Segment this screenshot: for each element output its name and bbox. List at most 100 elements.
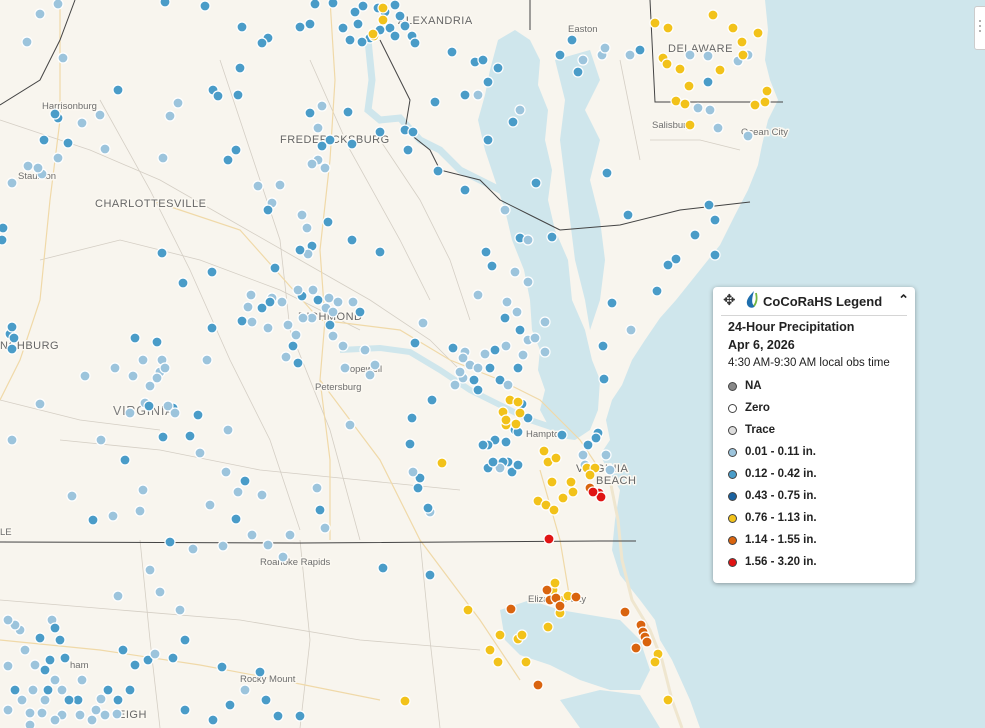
- station-marker[interactable]: [172, 97, 184, 109]
- station-marker[interactable]: [232, 89, 244, 101]
- station-marker[interactable]: [367, 28, 379, 40]
- station-marker[interactable]: [124, 407, 136, 419]
- station-marker[interactable]: [32, 162, 44, 174]
- station-marker[interactable]: [292, 357, 304, 369]
- station-marker[interactable]: [29, 659, 41, 671]
- station-marker[interactable]: [38, 134, 50, 146]
- station-marker[interactable]: [332, 296, 344, 308]
- station-marker[interactable]: [712, 122, 724, 134]
- station-marker[interactable]: [429, 96, 441, 108]
- station-marker[interactable]: [486, 260, 498, 272]
- station-marker[interactable]: [567, 486, 579, 498]
- station-marker[interactable]: [737, 49, 749, 61]
- station-marker[interactable]: [462, 604, 474, 616]
- station-marker[interactable]: [577, 54, 589, 66]
- station-marker[interactable]: [704, 104, 716, 116]
- station-marker[interactable]: [377, 14, 389, 26]
- station-marker[interactable]: [692, 102, 704, 114]
- station-marker[interactable]: [177, 277, 189, 289]
- station-marker[interactable]: [294, 21, 306, 33]
- station-marker[interactable]: [499, 204, 511, 216]
- station-marker[interactable]: [6, 434, 18, 446]
- station-marker[interactable]: [532, 679, 544, 691]
- station-marker[interactable]: [79, 370, 91, 382]
- station-marker[interactable]: [625, 324, 637, 336]
- station-marker[interactable]: [369, 359, 381, 371]
- station-marker[interactable]: [306, 158, 318, 170]
- station-marker[interactable]: [556, 429, 568, 441]
- station-marker[interactable]: [404, 438, 416, 450]
- station-marker[interactable]: [622, 209, 634, 221]
- station-marker[interactable]: [134, 505, 146, 517]
- station-marker[interactable]: [541, 584, 553, 596]
- station-marker[interactable]: [402, 144, 414, 156]
- station-marker[interactable]: [543, 533, 555, 545]
- station-marker[interactable]: [0, 234, 8, 246]
- station-marker[interactable]: [280, 351, 292, 363]
- station-marker[interactable]: [447, 342, 459, 354]
- station-marker[interactable]: [162, 400, 174, 412]
- station-marker[interactable]: [127, 370, 139, 382]
- station-marker[interactable]: [217, 540, 229, 552]
- station-marker[interactable]: [619, 606, 631, 618]
- station-marker[interactable]: [546, 231, 558, 243]
- station-marker[interactable]: [584, 469, 596, 481]
- station-marker[interactable]: [304, 18, 316, 30]
- station-marker[interactable]: [661, 58, 673, 70]
- station-marker[interactable]: [736, 36, 748, 48]
- station-marker[interactable]: [107, 510, 119, 522]
- station-marker[interactable]: [389, 30, 401, 42]
- station-marker[interactable]: [759, 96, 771, 108]
- station-marker[interactable]: [151, 372, 163, 384]
- station-marker[interactable]: [709, 249, 721, 261]
- station-marker[interactable]: [624, 49, 636, 61]
- station-marker[interactable]: [399, 695, 411, 707]
- station-marker[interactable]: [34, 8, 46, 20]
- station-marker[interactable]: [349, 6, 361, 18]
- station-marker[interactable]: [651, 285, 663, 297]
- station-marker[interactable]: [322, 216, 334, 228]
- station-marker[interactable]: [239, 684, 251, 696]
- station-marker[interactable]: [262, 204, 274, 216]
- station-marker[interactable]: [157, 431, 169, 443]
- station-marker[interactable]: [649, 17, 661, 29]
- station-marker[interactable]: [684, 119, 696, 131]
- station-marker[interactable]: [294, 244, 306, 256]
- station-marker[interactable]: [256, 302, 268, 314]
- station-marker[interactable]: [512, 459, 524, 471]
- station-marker[interactable]: [254, 666, 266, 678]
- station-marker[interactable]: [566, 34, 578, 46]
- station-marker[interactable]: [239, 475, 251, 487]
- station-marker[interactable]: [99, 143, 111, 155]
- station-marker[interactable]: [500, 340, 512, 352]
- station-marker[interactable]: [6, 177, 18, 189]
- station-marker[interactable]: [76, 117, 88, 129]
- station-marker[interactable]: [489, 344, 501, 356]
- station-marker[interactable]: [480, 246, 492, 258]
- station-marker[interactable]: [548, 504, 560, 516]
- station-marker[interactable]: [601, 167, 613, 179]
- station-marker[interactable]: [292, 284, 304, 296]
- station-marker[interactable]: [374, 246, 386, 258]
- station-marker[interactable]: [8, 332, 20, 344]
- legend-panel[interactable]: ✥ CoCoRaHS Legend ⌃ 24-Hour Precipitatio…: [713, 287, 915, 583]
- station-marker[interactable]: [296, 209, 308, 221]
- station-marker[interactable]: [24, 719, 36, 728]
- station-marker[interactable]: [494, 629, 506, 641]
- station-marker[interactable]: [167, 652, 179, 664]
- station-marker[interactable]: [316, 140, 328, 152]
- station-marker[interactable]: [129, 659, 141, 671]
- station-marker[interactable]: [2, 614, 14, 626]
- station-marker[interactable]: [119, 454, 131, 466]
- station-marker[interactable]: [570, 591, 582, 603]
- station-marker[interactable]: [2, 704, 14, 716]
- station-marker[interactable]: [538, 445, 550, 457]
- station-marker[interactable]: [314, 504, 326, 516]
- station-marker[interactable]: [74, 709, 86, 721]
- station-marker[interactable]: [49, 108, 61, 120]
- station-marker[interactable]: [662, 259, 674, 271]
- station-marker[interactable]: [582, 439, 594, 451]
- station-marker[interactable]: [546, 476, 558, 488]
- station-marker[interactable]: [494, 462, 506, 474]
- station-marker[interactable]: [19, 644, 31, 656]
